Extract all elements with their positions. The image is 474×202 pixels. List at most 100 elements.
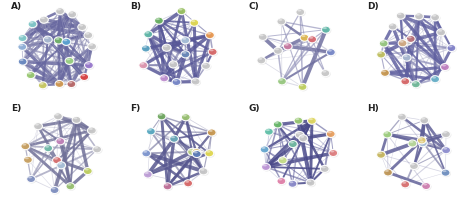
Ellipse shape — [192, 79, 201, 86]
Ellipse shape — [39, 82, 48, 90]
Ellipse shape — [192, 79, 197, 81]
Ellipse shape — [380, 41, 389, 48]
Ellipse shape — [398, 13, 401, 15]
Ellipse shape — [277, 19, 287, 26]
Ellipse shape — [208, 129, 217, 137]
Ellipse shape — [320, 165, 329, 173]
Ellipse shape — [192, 150, 201, 158]
Ellipse shape — [261, 146, 270, 154]
Ellipse shape — [188, 148, 196, 155]
Ellipse shape — [259, 34, 268, 41]
Ellipse shape — [415, 13, 423, 20]
Ellipse shape — [389, 24, 398, 31]
Ellipse shape — [432, 77, 436, 79]
Ellipse shape — [277, 18, 286, 25]
Ellipse shape — [192, 148, 201, 156]
Ellipse shape — [28, 177, 32, 178]
Ellipse shape — [260, 34, 264, 36]
Ellipse shape — [44, 36, 52, 43]
Ellipse shape — [289, 181, 298, 188]
Ellipse shape — [203, 63, 207, 65]
Ellipse shape — [383, 132, 392, 139]
Ellipse shape — [411, 81, 420, 88]
Ellipse shape — [329, 149, 337, 157]
Ellipse shape — [201, 62, 210, 69]
Ellipse shape — [94, 147, 98, 149]
Ellipse shape — [163, 45, 172, 52]
Ellipse shape — [431, 14, 440, 22]
Ellipse shape — [45, 145, 54, 153]
Ellipse shape — [322, 166, 326, 168]
Ellipse shape — [144, 31, 153, 38]
Ellipse shape — [81, 74, 90, 81]
Ellipse shape — [275, 48, 279, 50]
Ellipse shape — [181, 51, 190, 58]
Ellipse shape — [88, 127, 96, 134]
Ellipse shape — [19, 36, 23, 38]
Ellipse shape — [206, 32, 215, 40]
Ellipse shape — [181, 37, 190, 44]
Ellipse shape — [322, 27, 331, 34]
Ellipse shape — [296, 9, 306, 17]
Ellipse shape — [206, 151, 210, 153]
Ellipse shape — [264, 128, 273, 135]
Ellipse shape — [78, 24, 88, 32]
Ellipse shape — [172, 79, 181, 86]
Ellipse shape — [327, 49, 337, 57]
Ellipse shape — [285, 44, 289, 46]
Ellipse shape — [85, 33, 89, 35]
Ellipse shape — [309, 118, 313, 120]
Ellipse shape — [421, 118, 425, 120]
Ellipse shape — [384, 132, 388, 134]
Ellipse shape — [262, 163, 270, 170]
Ellipse shape — [378, 152, 382, 154]
Ellipse shape — [170, 136, 180, 143]
Ellipse shape — [437, 29, 446, 36]
Ellipse shape — [294, 118, 304, 125]
Ellipse shape — [396, 12, 405, 19]
Ellipse shape — [193, 151, 202, 159]
Ellipse shape — [163, 183, 172, 190]
Ellipse shape — [330, 150, 334, 153]
Ellipse shape — [297, 133, 301, 134]
Ellipse shape — [45, 146, 49, 148]
Ellipse shape — [309, 37, 313, 39]
Ellipse shape — [420, 117, 430, 125]
Ellipse shape — [145, 32, 149, 34]
Ellipse shape — [377, 51, 385, 58]
Ellipse shape — [422, 183, 430, 189]
Ellipse shape — [278, 78, 286, 85]
Ellipse shape — [22, 144, 26, 146]
Ellipse shape — [158, 114, 163, 116]
Ellipse shape — [39, 16, 48, 23]
Ellipse shape — [300, 34, 309, 41]
Ellipse shape — [21, 143, 31, 151]
Ellipse shape — [398, 113, 406, 120]
Ellipse shape — [57, 162, 65, 169]
Ellipse shape — [78, 23, 87, 31]
Ellipse shape — [401, 181, 410, 188]
Ellipse shape — [420, 117, 428, 124]
Ellipse shape — [206, 150, 215, 158]
Ellipse shape — [377, 52, 386, 59]
Ellipse shape — [40, 17, 49, 24]
Ellipse shape — [417, 137, 426, 144]
Ellipse shape — [381, 41, 384, 43]
Ellipse shape — [143, 151, 147, 153]
Ellipse shape — [84, 62, 93, 69]
Ellipse shape — [143, 46, 147, 48]
Ellipse shape — [80, 74, 89, 81]
Ellipse shape — [390, 24, 393, 26]
Ellipse shape — [308, 180, 311, 182]
Ellipse shape — [162, 44, 171, 51]
Ellipse shape — [412, 81, 421, 89]
Ellipse shape — [274, 121, 283, 129]
Ellipse shape — [447, 44, 456, 52]
Ellipse shape — [27, 72, 36, 80]
Ellipse shape — [377, 151, 385, 158]
Ellipse shape — [50, 186, 59, 194]
Ellipse shape — [402, 54, 411, 61]
Ellipse shape — [385, 170, 389, 172]
Ellipse shape — [431, 76, 440, 84]
Ellipse shape — [441, 169, 450, 176]
